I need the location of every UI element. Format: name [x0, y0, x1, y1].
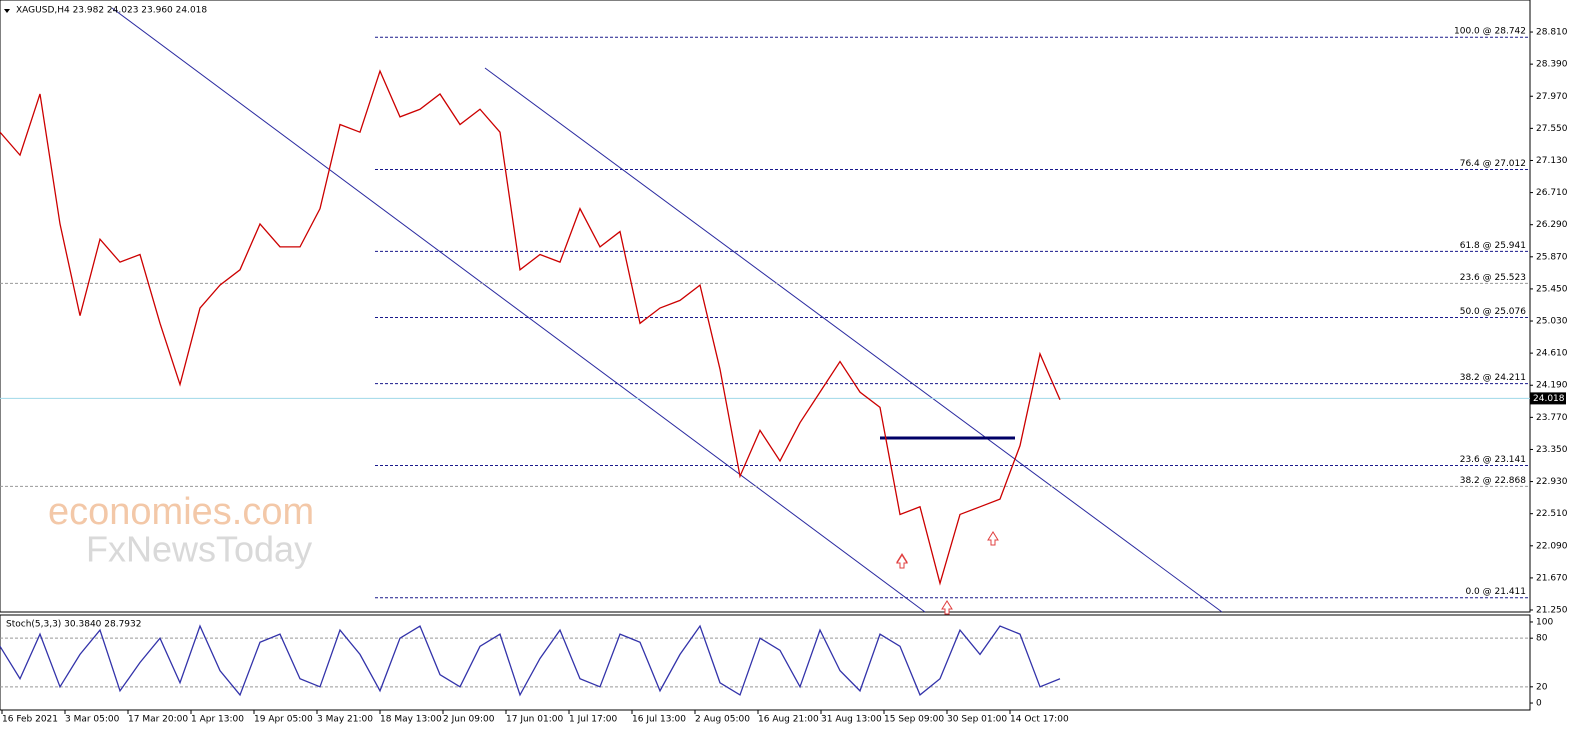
x-tick-label: 3 May 21:00 [317, 715, 373, 725]
x-tick-label: 2 Aug 05:00 [695, 715, 750, 725]
fib-label: 76.4 @ 27.012 [1460, 159, 1526, 169]
stoch-panel [0, 614, 1531, 711]
y-tick-label: 0 [1536, 699, 1542, 709]
stoch-title: Stoch(5,3,3) 30.3840 28.7932 [6, 620, 141, 630]
price-box [1530, 392, 1566, 405]
watermark: FxNewsToday [86, 529, 312, 570]
x-tick-label: 31 Aug 13:00 [821, 715, 882, 725]
y-tick-label: 27.970 [1536, 92, 1568, 102]
chart-title: XAGUSD,H4 23.982 24.023 23.960 24.018 [16, 6, 207, 16]
menu-icon [4, 9, 10, 13]
fib-label: 38.2 @ 22.868 [1460, 476, 1527, 486]
y-tick-label: 23.770 [1536, 413, 1568, 423]
y-tick-label: 25.450 [1536, 284, 1568, 294]
x-tick-label: 17 Jun 01:00 [506, 715, 563, 725]
x-tick-label: 16 Feb 2021 [2, 715, 58, 725]
y-tick-label: 25.030 [1536, 317, 1568, 327]
x-tick-label: 16 Aug 21:00 [758, 715, 819, 725]
x-tick-label: 18 May 13:00 [380, 715, 442, 725]
y-tick-label: 22.510 [1536, 509, 1568, 519]
channel-line [111, 7, 926, 613]
current-price: 24.018 [1533, 394, 1565, 404]
fib-label: 23.6 @ 23.141 [1460, 455, 1526, 465]
y-tick-label: 25.870 [1536, 252, 1568, 262]
channel-line [484, 67, 1223, 613]
price-line [0, 624, 1061, 697]
fib-label: 23.6 @ 25.523 [1460, 273, 1526, 283]
y-tick-label: 23.350 [1536, 445, 1568, 455]
y-tick-label: 27.550 [1536, 124, 1568, 134]
price-panel [0, 0, 1531, 613]
y-tick-label: 21.250 [1536, 606, 1568, 616]
x-tick-label: 2 Jun 09:00 [443, 715, 495, 725]
fib-label: 61.8 @ 25.941 [1460, 241, 1526, 251]
y-tick-label: 21.670 [1536, 573, 1568, 583]
fib-label: 0.0 @ 21.411 [1465, 587, 1526, 597]
fib-label: 38.2 @ 24.211 [1460, 373, 1526, 383]
fib-label: 100.0 @ 28.742 [1454, 27, 1526, 37]
y-tick-label: 20 [1536, 682, 1548, 692]
y-tick-label: 26.710 [1536, 188, 1568, 198]
x-tick-label: 1 Jul 17:00 [569, 715, 618, 725]
y-tick-label: 80 [1536, 634, 1548, 644]
y-tick-label: 22.090 [1536, 541, 1568, 551]
x-tick-label: 30 Sep 01:00 [947, 715, 1007, 725]
y-tick-label: 28.810 [1536, 28, 1568, 38]
x-tick-label: 17 Mar 20:00 [128, 715, 188, 725]
watermark: economies.com [48, 491, 314, 533]
y-tick-label: 27.130 [1536, 156, 1568, 166]
x-tick-label: 1 Apr 13:00 [191, 715, 244, 725]
fib-label: 50.0 @ 25.076 [1460, 307, 1527, 317]
price-line [0, 69, 1061, 586]
y-tick-label: 100 [1536, 617, 1553, 627]
x-tick-label: 14 Oct 17:00 [1010, 715, 1069, 725]
x-tick-label: 19 Apr 05:00 [254, 715, 313, 725]
y-tick-label: 24.190 [1536, 381, 1568, 391]
x-tick-label: 15 Sep 09:00 [884, 715, 944, 725]
arrow [896, 531, 999, 615]
y-tick-label: 24.610 [1536, 349, 1568, 359]
y-tick-label: 26.290 [1536, 220, 1568, 230]
x-tick-label: 3 Mar 05:00 [65, 715, 120, 725]
y-tick-label: 28.390 [1536, 60, 1568, 70]
x-tick-label: 16 Jul 13:00 [632, 715, 686, 725]
y-tick-label: 22.930 [1536, 477, 1568, 487]
